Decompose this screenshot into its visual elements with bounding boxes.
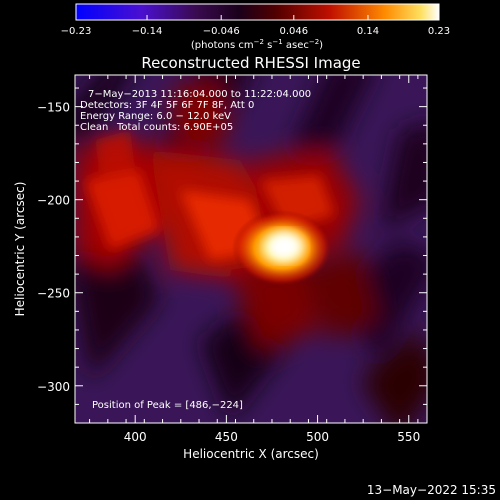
colorbar [76,4,439,20]
colorbar-units: (photons cm−2 s−1 asec−2) [191,38,323,51]
x-axis-ticks: 400 450 500 550 [89,75,420,444]
colorbar-tick-label: 0.23 [428,26,450,37]
chart-title: Reconstructed RHESSI Image [141,54,360,72]
y-tick-label: −300 [37,380,70,394]
y-axis-ticks: −150 −200 −250 −300 [37,87,427,405]
annotation-time-range: 7−May−2013 11:16:04.000 to 11:22:04.000 [88,89,311,100]
plot-frame [74,74,428,424]
footer-timestamp: 13−May−2022 15:35 [367,483,496,497]
annotation-peak-position: Position of Peak = [486,−224] [92,400,243,411]
x-tick-label: 550 [397,430,420,444]
annotation-clean: Clean [80,122,108,133]
y-tick-label: −150 [37,101,70,115]
colorbar-tick-label: −0.046 [203,26,240,37]
heatmap-image [75,75,427,423]
y-tick-label: −250 [37,287,70,301]
annotation-detectors: Detectors: 3F 4F 5F 6F 7F 8F, Att 0 [80,100,254,111]
y-axis-label: Heliocentric Y (arcsec) [13,182,27,317]
x-axis-label: Heliocentric X (arcsec) [183,447,319,461]
colorbar-tick-label: −0.23 [61,26,92,37]
colorbar-tick-label: −0.14 [132,26,163,37]
colorbar-tick-label: 0.046 [279,26,308,37]
colorbar-tick-label: 0.14 [357,26,379,37]
x-tick-label: 400 [124,430,147,444]
y-tick-label: −200 [37,194,70,208]
colorbar-frame [75,3,440,21]
annotation-total-counts: Total counts: 6.90E+05 [116,122,233,133]
annotation-energy: Energy Range: 6.0 − 12.0 keV [80,111,231,122]
colorbar-ticks: −0.23 −0.14 −0.046 0.046 0.14 0.23 [61,3,450,37]
x-tick-label: 500 [306,430,329,444]
x-tick-label: 450 [215,430,238,444]
